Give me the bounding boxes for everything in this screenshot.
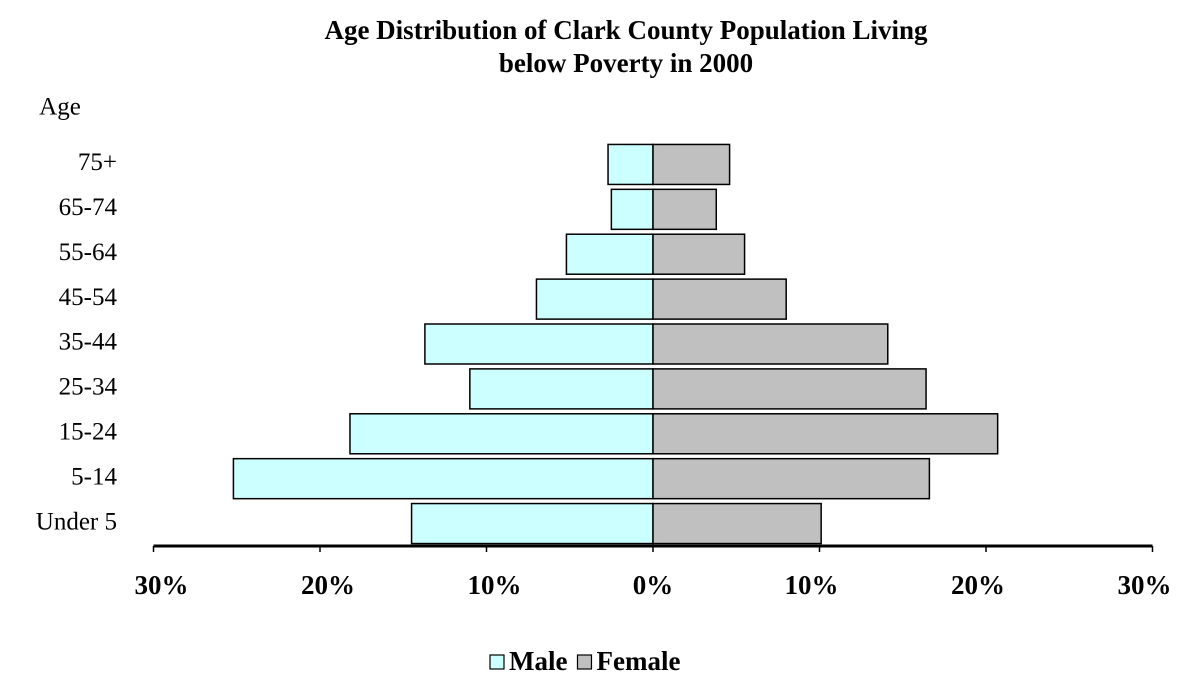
legend-label: Male (509, 646, 567, 676)
bar (652, 457, 931, 500)
bar (232, 457, 654, 500)
bar (410, 502, 654, 545)
bar (652, 368, 927, 410)
bar (610, 188, 654, 231)
x-tick-label: 20% (951, 570, 1005, 600)
bar (535, 278, 654, 320)
chart-title: Age Distribution of Clark County Populat… (324, 15, 928, 45)
legend-swatch (489, 654, 505, 670)
bar (652, 233, 746, 275)
bar (652, 188, 718, 231)
x-tick-label: 30% (135, 570, 189, 600)
x-tick-label: 0% (633, 570, 674, 600)
y-tick-label: 75+ (78, 149, 117, 176)
x-tick-label: 10% (785, 570, 839, 600)
bar (349, 413, 654, 455)
y-axis-label: Age (39, 94, 81, 121)
y-tick-label: 5-14 (71, 463, 117, 490)
y-tick-label: 65-74 (59, 194, 118, 221)
y-tick-label: 15-24 (59, 419, 118, 446)
chart-title: below Poverty in 2000 (499, 48, 753, 78)
legend-label: Female (596, 646, 680, 676)
bar (652, 502, 822, 545)
bar (424, 323, 654, 365)
legend-swatch (576, 654, 593, 670)
y-tick-label: 25-34 (59, 374, 118, 401)
bar (607, 143, 654, 186)
x-tick-label: 10% (468, 570, 522, 600)
y-tick-label: 45-54 (59, 284, 118, 311)
bar (652, 143, 731, 186)
y-tick-label: 55-64 (59, 239, 118, 266)
bar (565, 233, 654, 275)
x-tick-label: 30% (1118, 570, 1172, 600)
bar (652, 278, 787, 320)
x-tick-label: 20% (301, 570, 355, 600)
y-tick-label: 35-44 (59, 329, 118, 356)
bar (652, 323, 889, 365)
bar (652, 413, 999, 455)
bar (469, 368, 654, 410)
y-tick-label: Under 5 (36, 508, 117, 535)
